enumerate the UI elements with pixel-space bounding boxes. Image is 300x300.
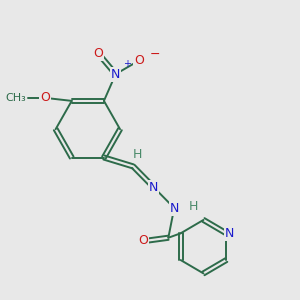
Text: O: O — [134, 54, 144, 67]
Text: +: + — [123, 59, 131, 69]
Text: O: O — [40, 92, 50, 104]
Text: H: H — [133, 148, 142, 161]
Text: O: O — [139, 234, 148, 247]
Text: −: − — [149, 48, 160, 61]
Text: CH₃: CH₃ — [6, 93, 26, 103]
Text: O: O — [93, 47, 103, 60]
Text: N: N — [169, 202, 179, 214]
Text: N: N — [111, 68, 120, 81]
Text: N: N — [149, 181, 158, 194]
Text: N: N — [224, 227, 234, 240]
Text: H: H — [188, 200, 198, 213]
